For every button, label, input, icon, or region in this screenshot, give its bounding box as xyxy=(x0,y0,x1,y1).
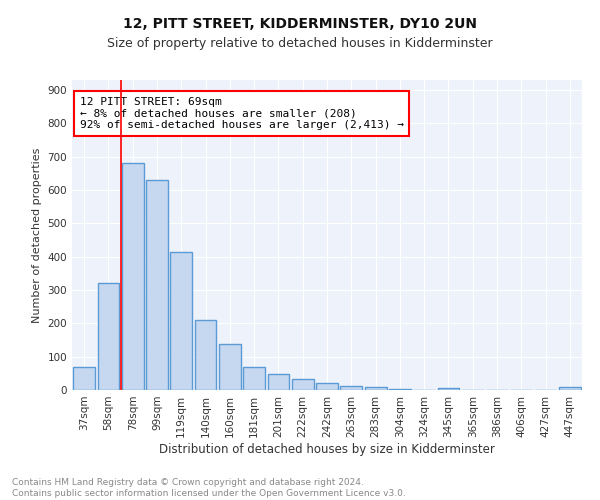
Bar xyxy=(219,344,241,390)
Bar xyxy=(122,164,143,390)
Bar xyxy=(268,374,289,390)
Bar xyxy=(170,252,192,390)
Y-axis label: Number of detached properties: Number of detached properties xyxy=(32,148,42,322)
Bar xyxy=(437,388,460,390)
Bar xyxy=(292,379,314,390)
Bar xyxy=(243,366,265,390)
Text: Contains HM Land Registry data © Crown copyright and database right 2024.
Contai: Contains HM Land Registry data © Crown c… xyxy=(12,478,406,498)
Bar xyxy=(194,320,217,390)
X-axis label: Distribution of detached houses by size in Kidderminster: Distribution of detached houses by size … xyxy=(159,442,495,456)
Bar xyxy=(73,366,95,390)
Bar xyxy=(97,284,119,390)
Bar xyxy=(365,388,386,390)
Text: 12, PITT STREET, KIDDERMINSTER, DY10 2UN: 12, PITT STREET, KIDDERMINSTER, DY10 2UN xyxy=(123,18,477,32)
Text: 12 PITT STREET: 69sqm
← 8% of detached houses are smaller (208)
92% of semi-deta: 12 PITT STREET: 69sqm ← 8% of detached h… xyxy=(80,97,404,130)
Bar xyxy=(146,180,168,390)
Bar xyxy=(340,386,362,390)
Text: Size of property relative to detached houses in Kidderminster: Size of property relative to detached ho… xyxy=(107,38,493,51)
Bar xyxy=(316,382,338,390)
Bar xyxy=(559,388,581,390)
